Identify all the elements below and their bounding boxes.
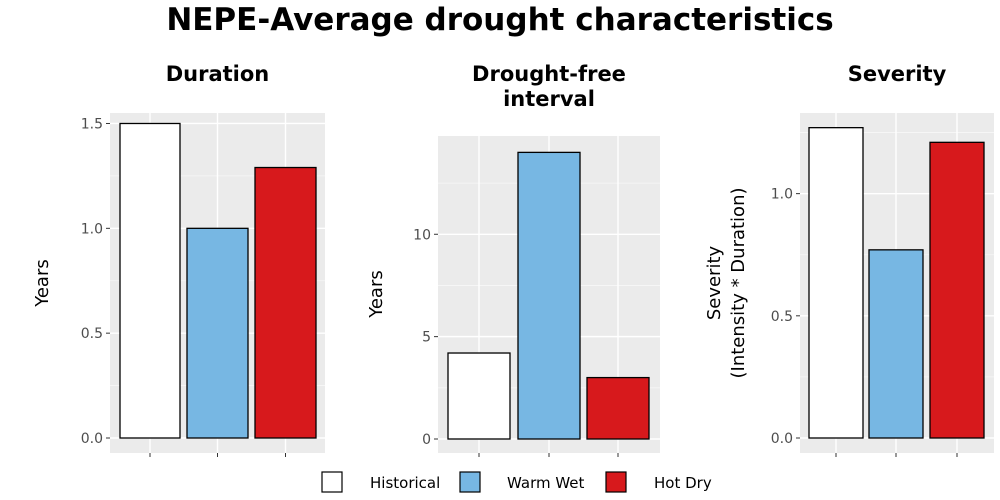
y-tick-label: 1.5 [81, 116, 103, 132]
legend-item: Warm Wet [459, 471, 585, 493]
bar-historical [808, 127, 864, 439]
y-tick-label: 5 [422, 330, 431, 346]
y-axis-label: Years [366, 270, 387, 319]
legend-label: Warm Wet [507, 474, 585, 492]
legend-label: Hot Dry [654, 474, 712, 492]
legend-label: Historical [370, 474, 440, 492]
legend-key [321, 471, 343, 493]
legend-key [605, 471, 627, 493]
y-axis-label: (Intensity * Duration) [728, 187, 749, 378]
y-axis-label: Severity [704, 245, 725, 320]
main-title: NEPE-Average drought characteristics [166, 2, 833, 38]
y-tick-label: 10 [413, 227, 431, 243]
y-tick-label: 1.0 [81, 221, 103, 237]
legend: Historical Warm Wet Hot Dry [321, 471, 712, 493]
bar-historical [447, 352, 511, 440]
panels: 0.0 0.5 1.0 1.5 Duration Years 0 5 10 Drought-fre… [32, 62, 994, 457]
panel-title: Duration [166, 62, 270, 86]
bar-warm-wet [517, 151, 581, 440]
bar-hot-dry [929, 141, 985, 439]
legend-item: Historical [321, 471, 440, 493]
bar-historical [119, 122, 181, 439]
legend-item: Hot Dry [605, 471, 712, 493]
bar-hot-dry [254, 166, 317, 439]
y-tick-label: 0.0 [771, 431, 793, 447]
panel-title: interval [503, 87, 595, 111]
y-tick-label: 0.5 [81, 326, 103, 342]
bar-hot-dry [586, 376, 650, 440]
y-tick-label: 0.0 [81, 431, 103, 447]
legend-key [459, 471, 481, 493]
panel-title: Drought-free [472, 62, 626, 86]
bar-warm-wet [868, 249, 924, 439]
bar-warm-wet [186, 227, 249, 439]
y-axis-label: Years [32, 259, 53, 308]
y-tick-label: 0.5 [771, 309, 793, 325]
panel-1: 0.0 0.5 1.0 1.5 Duration Years [32, 62, 325, 457]
y-tick-label: 1.0 [771, 187, 793, 203]
y-tick-label: 0 [422, 432, 431, 448]
panel-title: Severity [848, 62, 947, 86]
